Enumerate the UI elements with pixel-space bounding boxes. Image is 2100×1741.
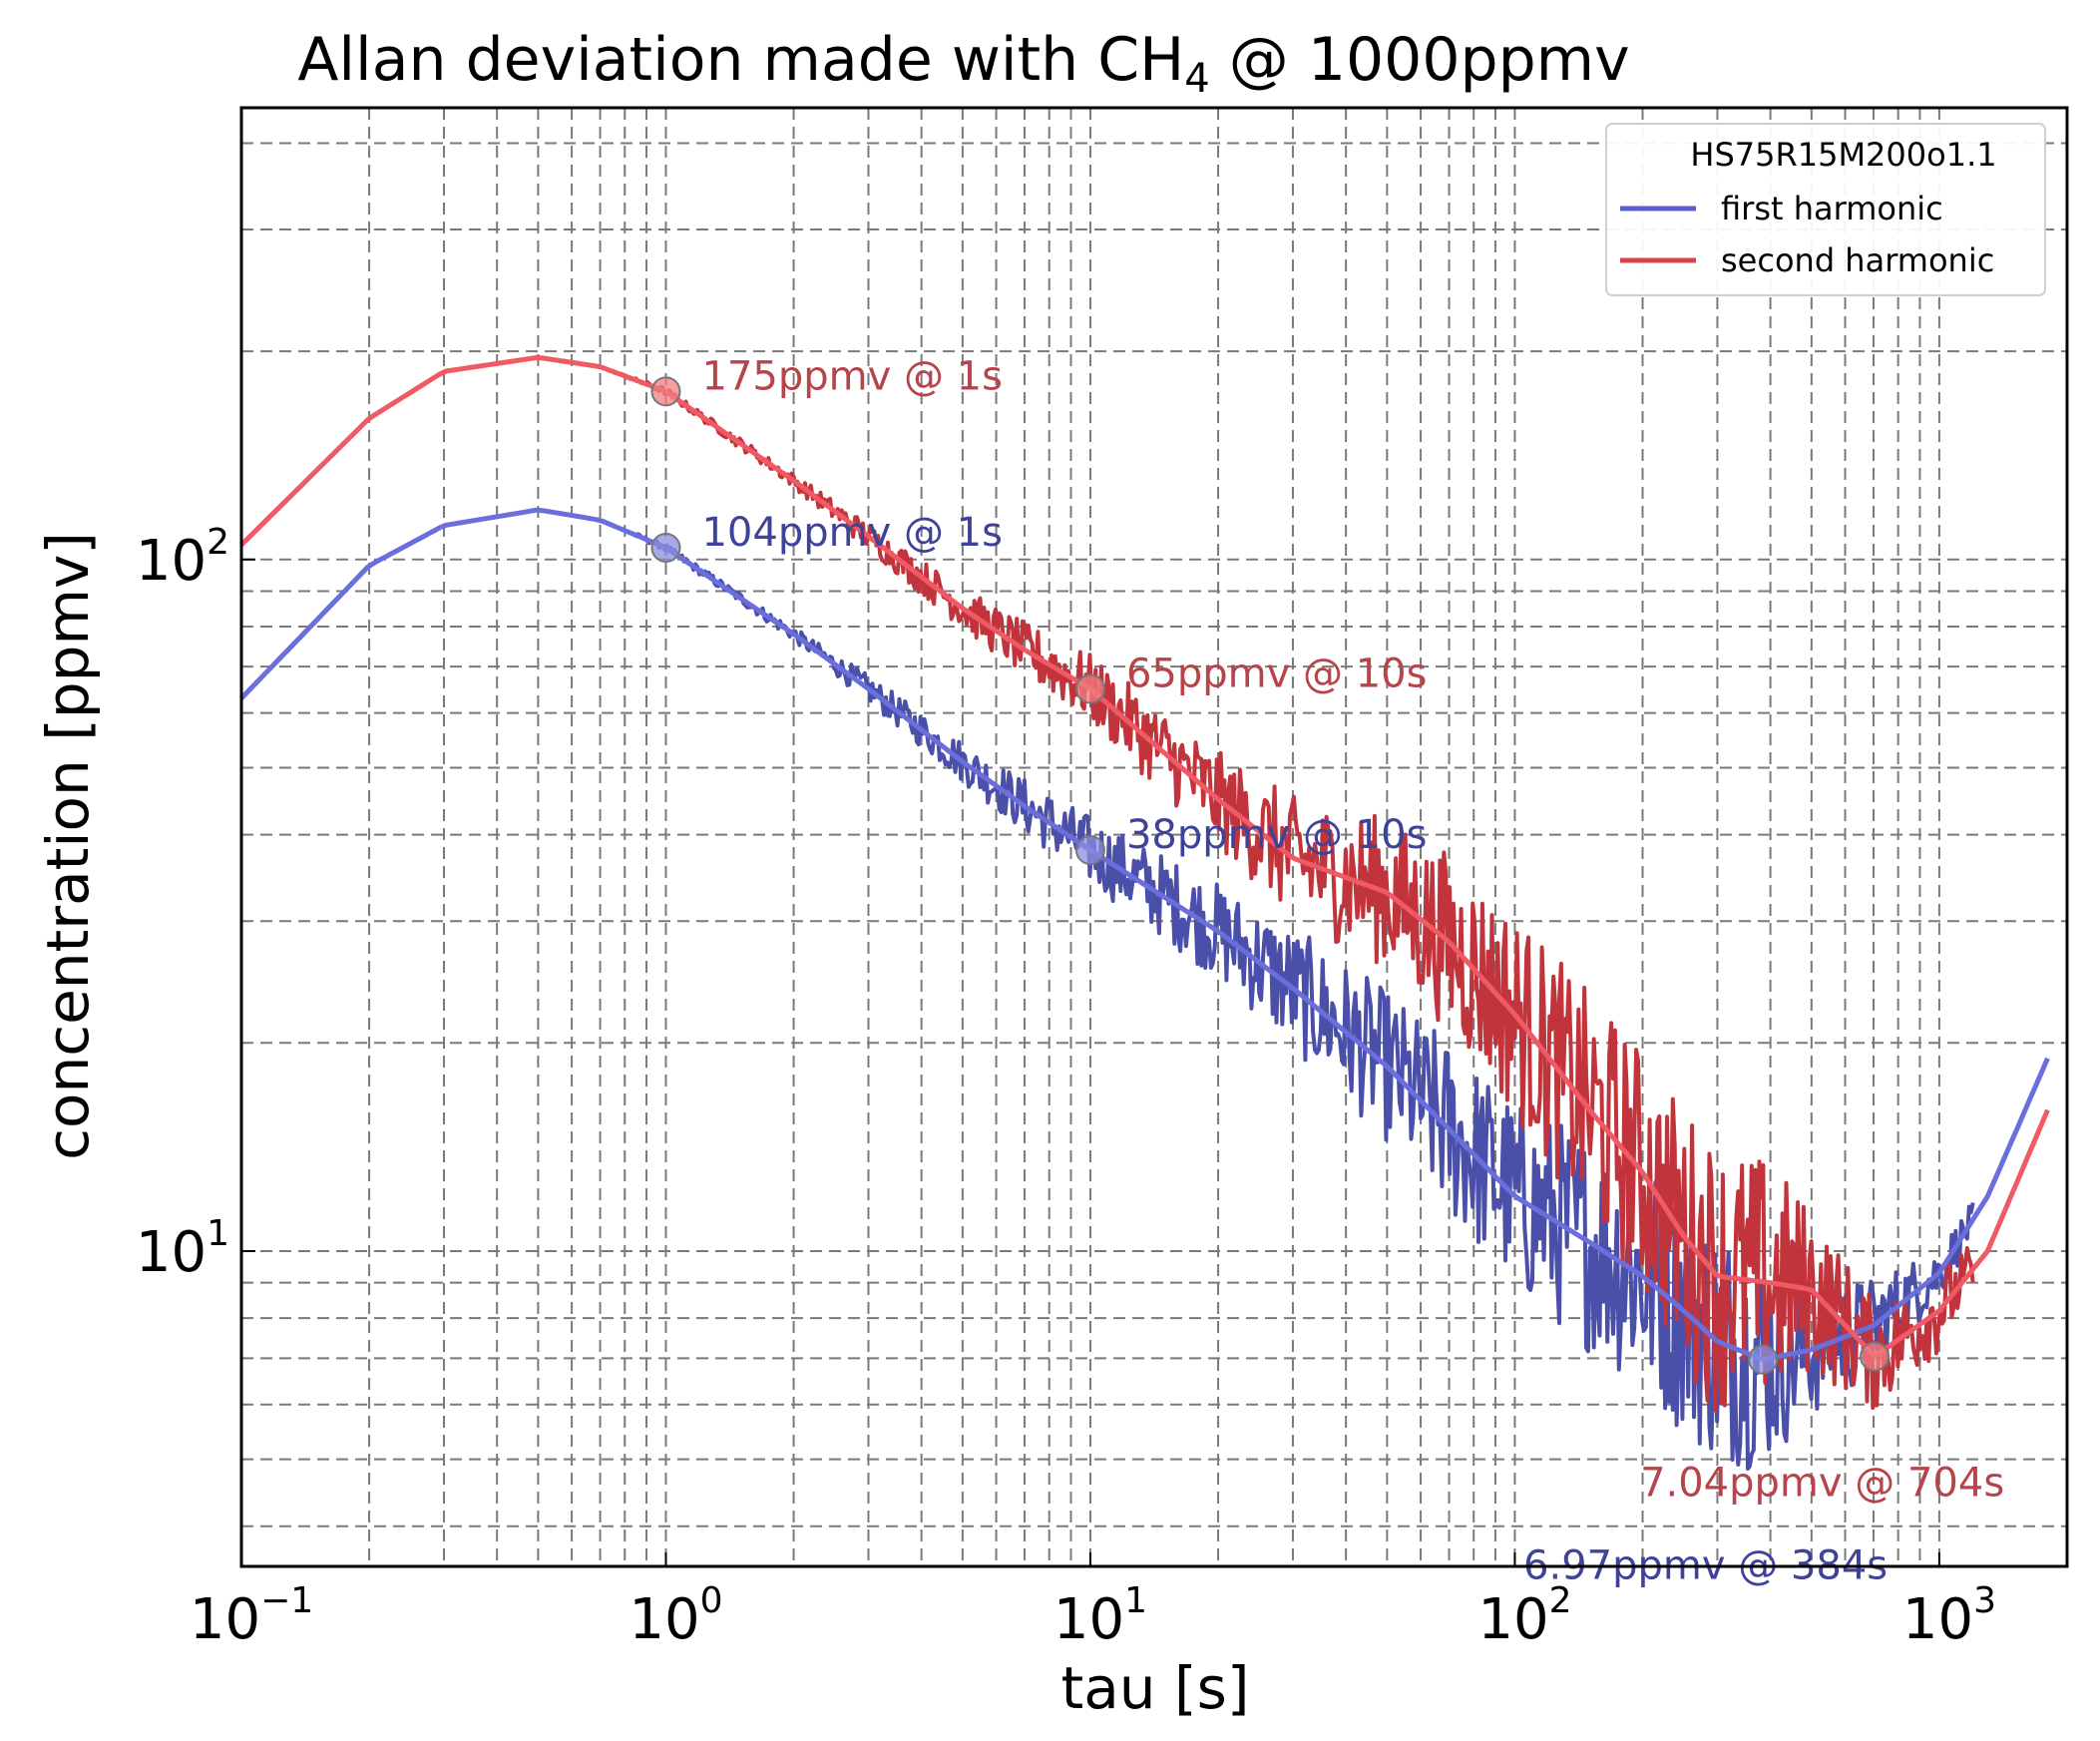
legend-label-first-harmonic: first harmonic [1721, 190, 1943, 227]
marker-point [650, 376, 681, 407]
marker-point [1748, 1344, 1779, 1375]
x-axis-label: tau [s] [1061, 1654, 1250, 1722]
series-smooth-first-harmonic [239, 507, 2050, 1362]
marker-annotation: 65ppmv @ 10s [1126, 651, 1427, 696]
grid-layer [241, 108, 2067, 1566]
marker-annotation: 38ppmv @ 10s [1126, 812, 1427, 858]
plot-frame [239, 106, 2069, 1568]
marker-annotation: 104ppmv @ 1s [701, 510, 1002, 556]
legend-box [1605, 123, 2046, 296]
legend: HS75R15M200o1.1 first harmonic second ha… [1605, 123, 2046, 296]
y-tick-label: 102 [136, 522, 229, 594]
tick-layer: 10−1 100 101 102 103 101 102 [136, 522, 1996, 1652]
x-tick-label: 101 [1053, 1580, 1147, 1652]
y-tick-label: 101 [136, 1213, 229, 1285]
x-tick-label: 10−1 [190, 1580, 313, 1652]
x-tick-label: 102 [1477, 1580, 1571, 1652]
series-layer [239, 355, 2050, 1471]
marker-point [650, 532, 681, 563]
marker-annotation: 7.04ppmv @ 704s [1640, 1461, 2004, 1507]
x-tick-label: 103 [1902, 1580, 1996, 1652]
chart-title-rest: @ 1000ppmv [1210, 25, 1630, 95]
series-smooth-second-harmonic [239, 355, 2050, 1358]
marker-point [1074, 673, 1105, 704]
marker-point [1074, 835, 1105, 866]
marker-annotation: 175ppmv @ 1s [701, 353, 1002, 399]
chart-title-subscript: 4 [1184, 56, 1209, 102]
legend-title: HS75R15M200o1.1 [1690, 136, 1996, 174]
marker-point [1860, 1341, 1890, 1372]
x-tick-label: 100 [629, 1580, 722, 1652]
chart-title-main: Allan deviation made with CH [297, 25, 1184, 95]
legend-label-second-harmonic: second harmonic [1721, 241, 1994, 279]
chart-title: Allan deviation made with CH4 @ 1000ppmv [297, 25, 1629, 102]
y-axis-label: concentration [ppmv] [34, 532, 102, 1160]
